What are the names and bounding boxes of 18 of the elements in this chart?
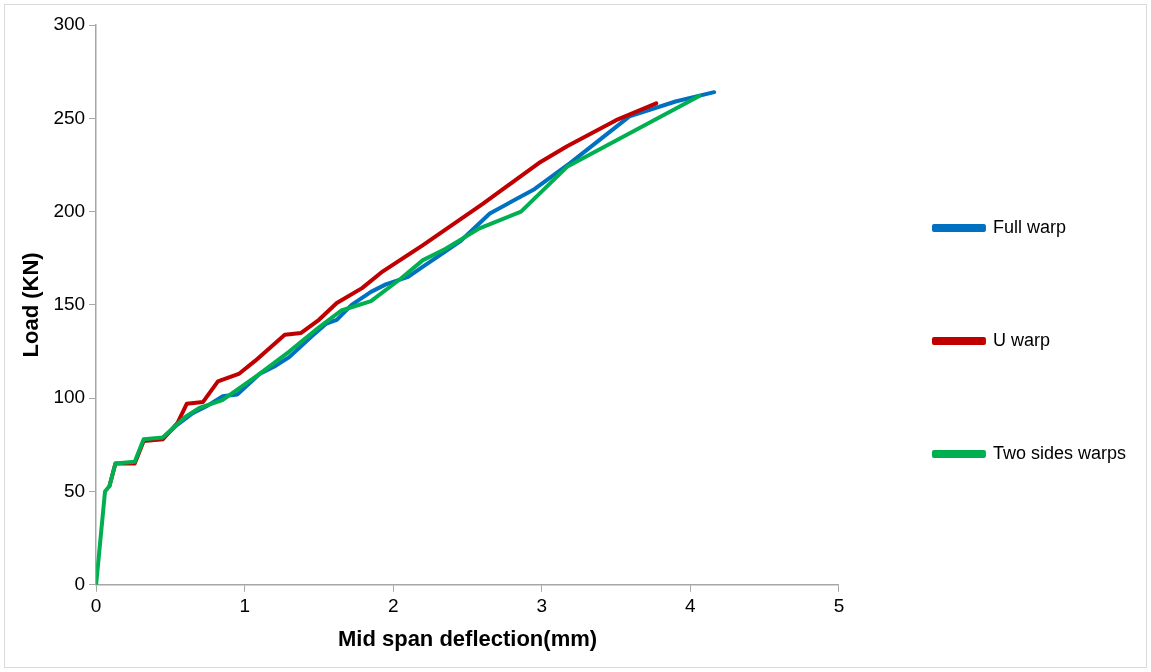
x-tick-label: 0 xyxy=(90,595,102,617)
legend-label: Two sides warps xyxy=(992,442,1127,463)
y-tick-label: 200 xyxy=(53,199,86,221)
y-tick-label: 250 xyxy=(53,106,86,128)
y-axis-title: Load (KN) xyxy=(18,252,44,358)
x-tick-label: 5 xyxy=(833,595,845,617)
x-axis-title: Mid span deflection(mm) xyxy=(337,625,598,651)
x-tick-label: 2 xyxy=(387,595,399,617)
y-tick-label: 100 xyxy=(53,386,86,408)
y-tick-label: 150 xyxy=(53,293,86,315)
x-tick-label: 1 xyxy=(239,595,250,617)
y-tick-label: 0 xyxy=(74,573,86,595)
legend-label: U warp xyxy=(992,329,1050,350)
y-tick-label: 50 xyxy=(63,479,86,501)
legend-label: Full warp xyxy=(992,216,1066,237)
x-tick-label: 3 xyxy=(536,595,548,617)
y-tick-label: 300 xyxy=(53,13,86,35)
x-tick-label: 4 xyxy=(685,595,697,617)
